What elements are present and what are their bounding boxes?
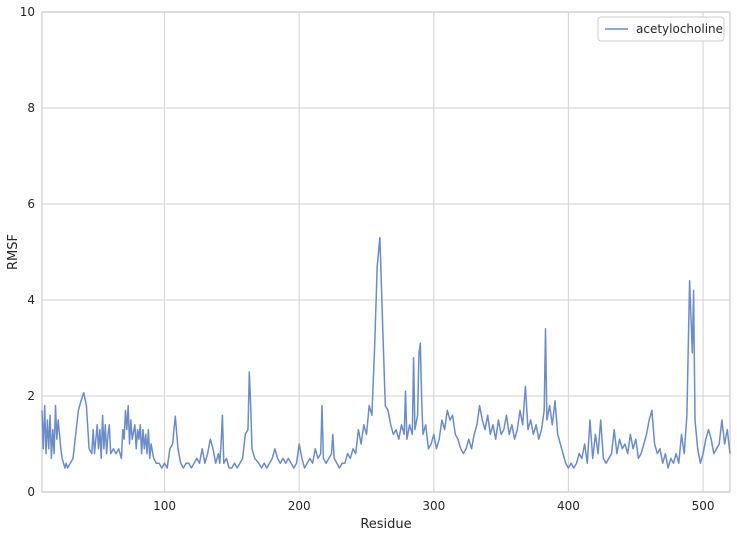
tick-labels: 100 200 300 400 500 0 2 4 6 8 10 <box>20 5 715 513</box>
x-tick-label: 500 <box>692 499 715 513</box>
y-tick-label: 6 <box>27 197 35 211</box>
series-line-acetylocholine <box>41 236 731 469</box>
series-group <box>41 236 731 469</box>
legend: acetylocholine <box>597 16 725 42</box>
x-tick-label: 300 <box>422 499 445 513</box>
y-axis-label: RMSF <box>6 234 21 270</box>
y-tick-label: 10 <box>20 5 35 19</box>
legend-box <box>597 16 725 42</box>
x-tick-label: 100 <box>153 499 176 513</box>
y-tick-label: 8 <box>27 101 35 115</box>
y-tick-label: 0 <box>27 485 35 499</box>
legend-entry: acetylocholine <box>636 22 723 36</box>
x-tick-label: 400 <box>557 499 580 513</box>
x-axis-label: Residue <box>360 517 411 532</box>
y-tick-label: 2 <box>27 389 35 403</box>
x-tick-label: 200 <box>288 499 311 513</box>
y-tick-label: 4 <box>27 293 35 307</box>
plot-frame <box>41 11 731 493</box>
